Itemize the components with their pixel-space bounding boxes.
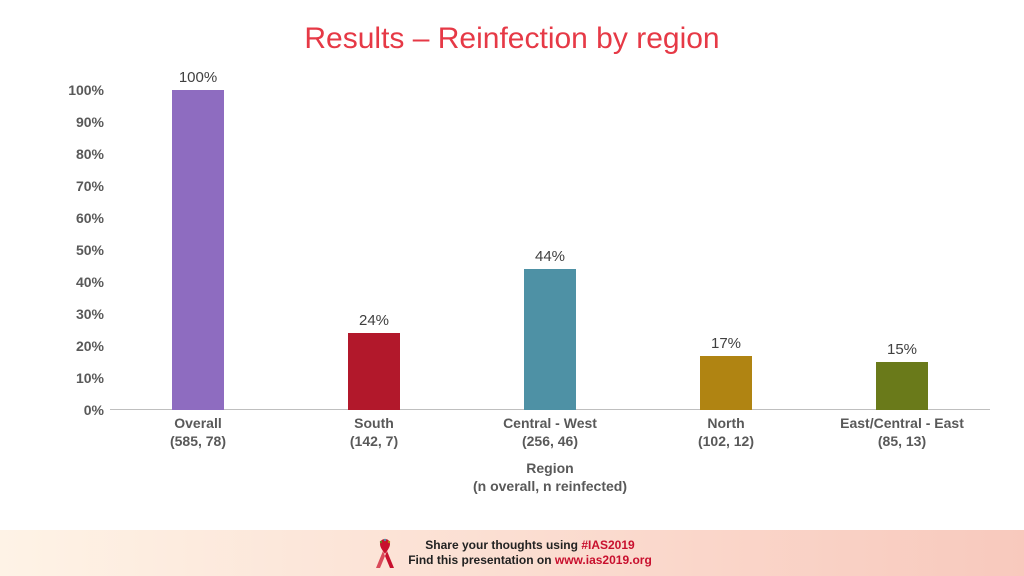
y-tick: 90% [44, 114, 104, 130]
footer-inner: Share your thoughts using #IAS2019 Find … [372, 536, 652, 570]
y-tick: 20% [44, 338, 104, 354]
bar [172, 90, 224, 410]
x-category-label: North(102, 12) [638, 415, 814, 450]
y-tick: 0% [44, 402, 104, 418]
x-axis-labels: Overall(585, 78)South(142, 7)Central - W… [110, 415, 990, 459]
y-tick: 40% [44, 274, 104, 290]
x-axis-title-line2: (n overall, n reinfected) [110, 478, 990, 496]
bar-value-label: 100% [138, 69, 258, 86]
footer-line2: Find this presentation on www.ias2019.or… [408, 553, 652, 568]
footer-line1-a: Share your thoughts using [425, 538, 581, 552]
plot-area: 100%24%44%17%15% [110, 90, 990, 410]
bar [348, 333, 400, 410]
slide: Results – Reinfection by region 0% 10% 20%… [0, 0, 1024, 576]
footer-line2-a: Find this presentation on [408, 553, 555, 567]
x-category-label: Central - West(256, 46) [462, 415, 638, 450]
footer-hashtag: #IAS2019 [581, 538, 634, 552]
bar [524, 269, 576, 410]
x-category-label: East/Central - East(85, 13) [814, 415, 990, 450]
bar-value-label: 17% [666, 335, 786, 352]
y-tick: 70% [44, 178, 104, 194]
ribbon-icon [372, 536, 398, 570]
y-tick: 10% [44, 370, 104, 386]
footer-url: www.ias2019.org [555, 553, 652, 567]
y-tick: 100% [44, 82, 104, 98]
bar [876, 362, 928, 410]
bar-value-label: 44% [490, 248, 610, 265]
y-tick: 30% [44, 306, 104, 322]
footer-bar: Share your thoughts using #IAS2019 Find … [0, 530, 1024, 576]
page-title: Results – Reinfection by region [0, 22, 1024, 56]
y-tick: 50% [44, 242, 104, 258]
x-axis-title-line1: Region [110, 460, 990, 478]
footer-line1: Share your thoughts using #IAS2019 [408, 538, 652, 553]
bar-chart: 0%10%20%30%40%50%60%70%80%90%100% 100%24… [40, 90, 990, 470]
y-axis: 0%10%20%30%40%50%60%70%80%90%100% [40, 90, 110, 410]
y-tick: 60% [44, 210, 104, 226]
y-tick: 80% [44, 146, 104, 162]
x-axis-title: Region (n overall, n reinfected) [110, 460, 990, 495]
x-category-label: South(142, 7) [286, 415, 462, 450]
x-category-label: Overall(585, 78) [110, 415, 286, 450]
bar-value-label: 15% [842, 341, 962, 358]
title-text: Results – Reinfection by region [304, 22, 719, 55]
bar [700, 356, 752, 410]
bar-value-label: 24% [314, 312, 434, 329]
footer-text: Share your thoughts using #IAS2019 Find … [408, 538, 652, 568]
